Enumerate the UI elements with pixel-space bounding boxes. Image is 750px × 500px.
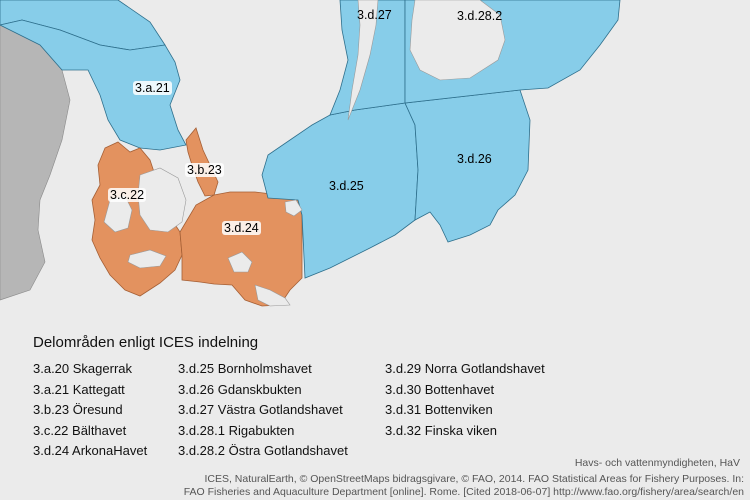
label-3-c-22: 3.c.22 (108, 188, 147, 202)
oland-island (409, 0, 506, 81)
legend-column-2: 3.d.25 Bornholmshavet 3.d.26 Gdanskbukte… (178, 361, 348, 464)
source-credit: ICES, NaturalEarth, © OpenStreetMaps bid… (184, 473, 744, 499)
legend-item: 3.d.27 Västra Gotlandshavet (178, 402, 343, 417)
legend-item: 3.d.24 ArkonaHavet (33, 443, 148, 458)
legend-item: 3.d.28.2 Östra Gotlandshavet (178, 443, 348, 458)
zealand-island (137, 167, 187, 233)
label-3-d-28-2: 3.d.28.2 (457, 9, 503, 23)
legend-item: 3.d.25 Bornholmshavet (178, 361, 312, 376)
legend-item: 3.d.31 Bottenviken (385, 402, 493, 417)
label-3-b-23: 3.b.23 (185, 163, 224, 177)
lolland-island (127, 249, 167, 269)
legend-item: 3.d.30 Bottenhavet (385, 381, 495, 397)
area-3-d-24[interactable] (179, 191, 303, 307)
label-3-d-25: 3.d.25 (329, 179, 364, 193)
legend-column-1: 3.a.20 Skagerrak 3.a.21 Kattegatt 3.b.23… (33, 361, 147, 464)
label-3-d-27: 3.d.27 (357, 8, 392, 22)
southern-land-arkona (254, 284, 291, 307)
source-line-2: FAO Fisheries and Aquaculture Department… (183, 486, 744, 498)
agency-credit: Havs- och vattenmyndigheten, HaV (574, 457, 740, 469)
legend-item: 3.d.28.1 Rigabukten (178, 422, 295, 438)
area-3-a-21[interactable] (0, 19, 187, 151)
gotland-island (347, 0, 379, 121)
legend-item: 3.b.23 Öresund (33, 402, 123, 417)
bornholm-island (284, 199, 303, 217)
legend-item: 3.d.29 Norra Gotlandshavet (385, 361, 545, 376)
legend-title: Delområden enligt ICES indelning (33, 334, 259, 351)
source-line-1: ICES, NaturalEarth, © OpenStreetMaps bid… (204, 473, 744, 485)
rugen-island (227, 251, 253, 273)
legend-item: 3.d.26 Gdanskbukten (178, 381, 302, 397)
legend-column-3: 3.d.29 Norra Gotlandshavet 3.d.30 Botten… (385, 361, 545, 443)
legend-item: 3.a.20 Skagerrak (33, 361, 133, 376)
area-3-d-26[interactable] (404, 89, 531, 243)
legend-item: 3.c.22 Bälthavet (33, 422, 127, 438)
legend-item: 3.d.32 Finska viken (385, 422, 498, 438)
label-3-d-24: 3.d.24 (222, 221, 261, 235)
area-3-b-23[interactable] (185, 127, 219, 197)
legend-item: 3.a.21 Kattegatt (33, 381, 125, 397)
label-3-d-26: 3.d.26 (457, 152, 492, 166)
label-3-a-21: 3.a.21 (133, 81, 172, 95)
